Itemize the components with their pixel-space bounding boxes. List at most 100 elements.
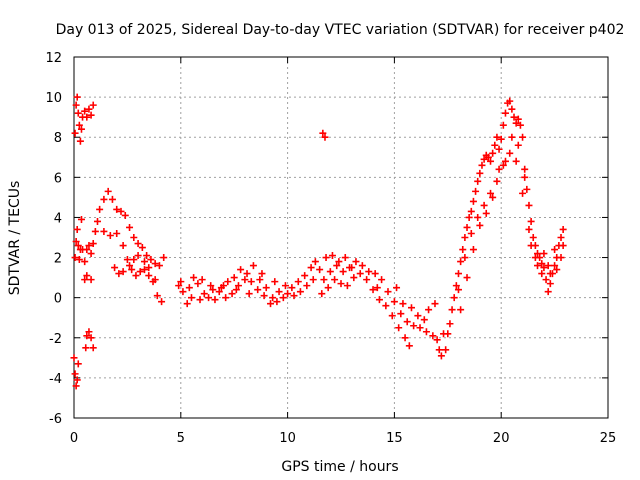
data-point (89, 240, 97, 248)
data-point (478, 161, 486, 169)
data-point (461, 234, 469, 241)
data-point (222, 294, 230, 302)
data-point (75, 121, 83, 129)
data-point (104, 187, 112, 195)
axis-ticks: 0 5 10 15 20 25 -6 -4 -2 0 2 4 6 8 10 12 (45, 51, 616, 446)
data-point (472, 187, 480, 195)
data-point (309, 276, 317, 284)
data-point (525, 201, 533, 209)
data-point (232, 286, 240, 294)
data-point (96, 205, 104, 213)
data-point (446, 320, 454, 328)
data-point (499, 161, 507, 169)
data-point (514, 141, 522, 149)
data-point (497, 135, 505, 143)
x-tick-label: 20 (493, 431, 510, 446)
data-point (489, 149, 497, 157)
data-point (153, 292, 161, 300)
data-point (303, 282, 311, 290)
data-point (138, 244, 146, 252)
data-point (437, 352, 445, 360)
data-point (211, 296, 219, 304)
data-point (185, 284, 193, 292)
data-point (89, 344, 97, 352)
x-tick-label: 25 (600, 431, 617, 446)
data-point (410, 322, 418, 330)
data-point (476, 169, 484, 177)
data-point (350, 274, 358, 282)
data-point (538, 270, 546, 278)
data-point (403, 318, 411, 326)
chart-title: Day 013 of 2025, Sidereal Day-to-day VTE… (56, 22, 625, 38)
data-point (74, 360, 82, 368)
data-point (397, 310, 405, 318)
data-point (534, 250, 542, 258)
data-points (70, 93, 567, 390)
data-point (557, 254, 565, 262)
data-point (230, 274, 238, 282)
data-point (401, 334, 409, 342)
data-point (256, 276, 264, 284)
data-point (215, 288, 223, 296)
data-point (474, 213, 482, 221)
data-point (514, 115, 522, 123)
y-tick-label: 12 (45, 51, 62, 66)
data-point (177, 278, 185, 286)
data-point (463, 223, 471, 231)
data-point (516, 121, 524, 129)
data-point (384, 288, 392, 296)
data-point (463, 274, 471, 282)
y-tick-label: 8 (54, 131, 62, 146)
data-point (145, 272, 153, 280)
data-point (73, 93, 81, 101)
data-point (546, 270, 554, 278)
data-point (224, 278, 232, 286)
data-point (85, 242, 93, 250)
data-point (82, 344, 90, 352)
data-point (194, 280, 202, 288)
data-point (527, 242, 535, 250)
data-point (279, 294, 287, 302)
data-point (123, 256, 131, 264)
data-point (74, 242, 82, 250)
data-point (519, 189, 527, 197)
data-point (465, 213, 473, 221)
plot-frame (73, 56, 609, 419)
data-point (467, 207, 475, 215)
data-point (448, 306, 456, 314)
data-point (269, 294, 277, 302)
data-point (321, 133, 329, 141)
data-point (508, 105, 516, 113)
data-point (435, 346, 443, 354)
data-point (254, 286, 262, 294)
data-point (140, 258, 148, 266)
data-point (290, 292, 298, 300)
data-point (493, 133, 501, 141)
data-point (474, 177, 482, 185)
data-point (71, 254, 79, 262)
data-point (100, 195, 108, 203)
data-point (319, 129, 327, 137)
data-point (553, 266, 561, 274)
data-point (452, 282, 460, 290)
y-tick-label: 2 (54, 252, 62, 267)
data-point (119, 268, 127, 276)
data-point (115, 270, 123, 278)
data-point (382, 302, 390, 310)
data-point (491, 141, 499, 149)
data-point (519, 133, 527, 141)
data-point (71, 370, 79, 378)
data-point (190, 274, 198, 282)
data-point (521, 165, 529, 173)
x-tick-label: 5 (177, 431, 185, 446)
data-point (527, 217, 535, 225)
data-point (106, 231, 114, 239)
data-point (459, 246, 467, 254)
data-point (247, 278, 255, 286)
data-point (74, 109, 82, 117)
data-point (348, 264, 356, 272)
data-point (326, 268, 334, 276)
data-point (220, 282, 228, 290)
